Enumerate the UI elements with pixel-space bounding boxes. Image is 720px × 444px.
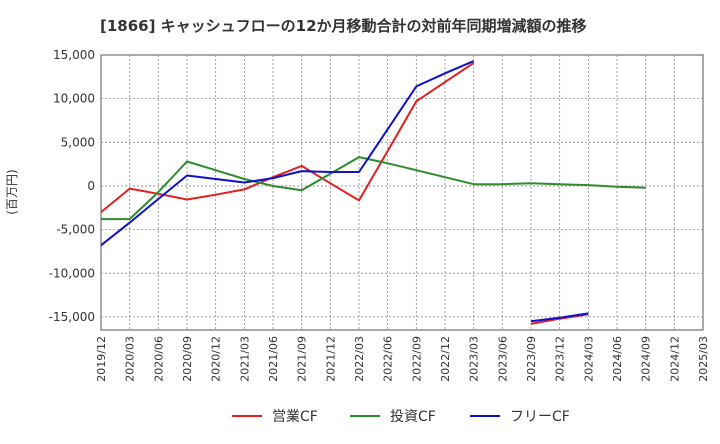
x-tick-label: 2023/12 xyxy=(554,336,567,382)
y-axis-label: (百万円) xyxy=(5,169,19,214)
x-tick-label: 2024/09 xyxy=(640,336,653,382)
x-tick-label: 2021/09 xyxy=(296,336,309,382)
x-tick-label: 2024/12 xyxy=(668,336,681,382)
x-tick-label: 2022/09 xyxy=(410,336,423,382)
series-layer xyxy=(101,61,646,324)
x-tick-label: 2021/12 xyxy=(324,336,337,382)
x-tick-label: 2025/03 xyxy=(697,336,710,382)
chart-title: [1866] キャッシュフローの12か月移動合計の対前年同期増減額の推移 xyxy=(100,17,587,35)
y-tick-label: -5,000 xyxy=(56,223,95,237)
y-tick-label: 0 xyxy=(87,179,95,193)
x-tick-label: 2020/03 xyxy=(124,336,137,382)
x-tick-label: 2023/03 xyxy=(468,336,481,382)
x-tick-label: 2019/12 xyxy=(95,336,108,382)
x-tick-label: 2024/03 xyxy=(582,336,595,382)
x-tick-label: 2020/12 xyxy=(210,336,223,382)
y-tick-label: 15,000 xyxy=(53,48,95,62)
legend: 営業CF 投資CF フリーCF xyxy=(232,409,570,425)
grid-layer xyxy=(100,54,704,331)
x-tick-label: 2021/03 xyxy=(238,336,251,382)
legend-label-2: 投資CF xyxy=(390,409,436,425)
x-tick-label: 2020/06 xyxy=(152,336,165,382)
x-tick-label: 2021/06 xyxy=(267,336,280,382)
y-tick-label: 5,000 xyxy=(61,135,95,149)
x-tick-label: 2022/12 xyxy=(439,336,452,382)
axis-layer: 15,00010,0005,0000-5,000-10,000-15,00020… xyxy=(49,48,710,382)
y-tick-label: 10,000 xyxy=(53,92,95,106)
x-tick-label: 2020/09 xyxy=(181,336,194,382)
plot-frame xyxy=(100,54,704,331)
y-tick-label: -15,000 xyxy=(49,310,95,324)
series-line-2 xyxy=(101,156,646,221)
x-tick-label: 2024/06 xyxy=(611,336,624,382)
y-tick-label: -10,000 xyxy=(49,266,95,280)
x-tick-label: 2022/03 xyxy=(353,336,366,382)
x-tick-label: 2023/06 xyxy=(496,336,509,382)
legend-label-3: フリーCF xyxy=(510,409,570,425)
x-tick-label: 2023/09 xyxy=(525,336,538,382)
legend-label-1: 営業CF xyxy=(272,409,318,425)
x-tick-label: 2022/06 xyxy=(382,336,395,382)
